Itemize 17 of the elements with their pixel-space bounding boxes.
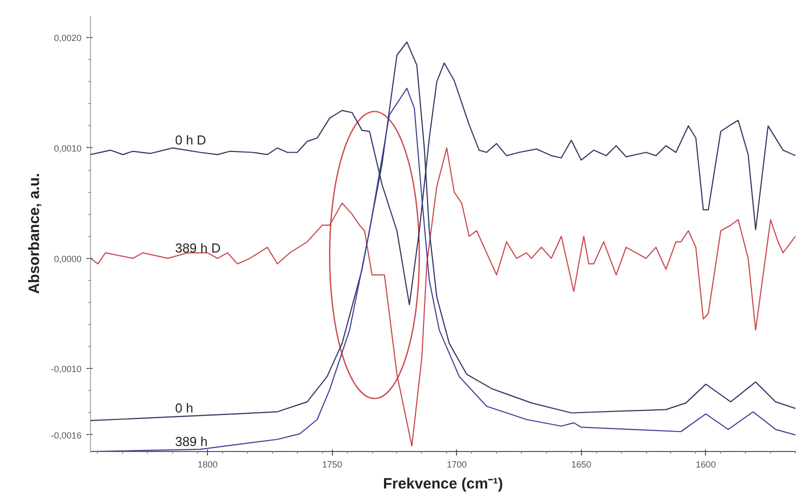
series-label: 0 h D [175,132,206,148]
x-tick-label: 1750 [322,460,342,470]
x-axis-title: Frekvence (cm⁻¹) [382,476,504,492]
line-series [90,41,796,422]
series-label: 389 h D [175,240,221,256]
x-tick-label: 1700 [446,460,467,470]
x-tick-label: 1650 [571,460,592,470]
y-tick-label: 0,0010 [54,143,82,154]
x-tick-label: 1600 [696,460,716,470]
y-axis-title: Absorbance, a.u. [26,173,43,294]
x-tick-label: 1800 [198,460,218,470]
y-tick-label: 0,0020 [54,33,82,44]
series-label: 389 h [175,434,208,449]
y-tick-label: -0,0016 [50,430,82,440]
y-tick-label: -0,0010 [50,364,82,374]
series-label: 0 h [175,400,194,416]
y-tick-label: 0,0000 [54,254,82,264]
